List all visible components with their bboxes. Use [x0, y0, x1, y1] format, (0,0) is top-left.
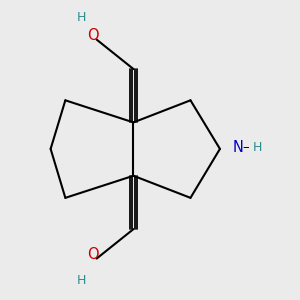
Text: H: H [77, 274, 87, 287]
Text: H: H [253, 141, 262, 154]
Text: H: H [77, 11, 87, 24]
Text: –: – [242, 141, 249, 154]
Text: O: O [87, 248, 99, 262]
Text: N: N [233, 140, 244, 154]
Text: O: O [87, 28, 99, 44]
